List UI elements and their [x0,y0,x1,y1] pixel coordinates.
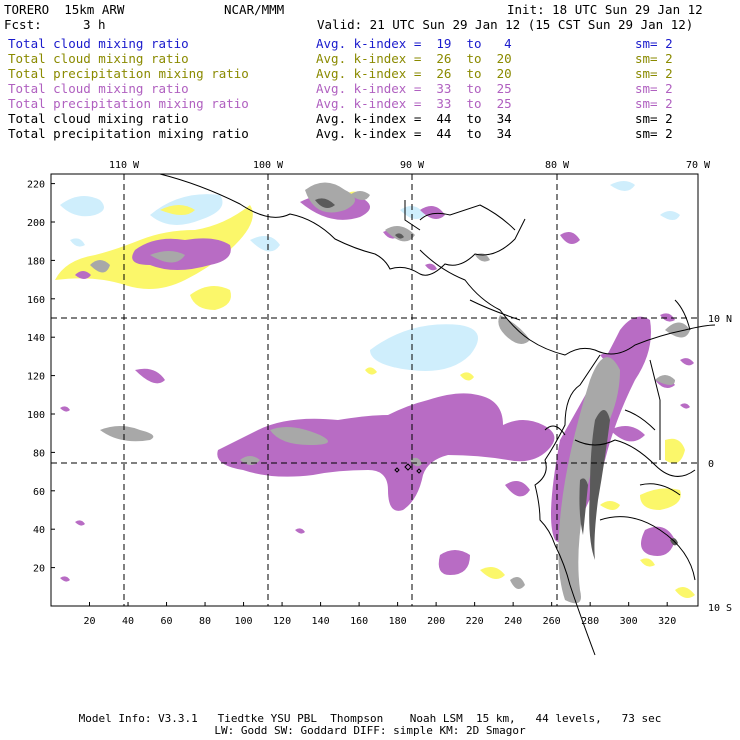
longitude-label: 110 W [109,160,140,171]
x-tick-label: 200 [427,616,445,627]
legend-kindex: Avg. k-index = 44 to 34 [316,111,512,126]
x-tick-label: 100 [235,616,253,627]
legend-kindex: Avg. k-index = 19 to 4 [316,36,512,51]
legend-kindex: Avg. k-index = 44 to 34 [316,126,512,141]
y-tick-label: 20 [33,564,45,575]
cloud-field-layer [55,181,695,604]
y-tick-label: 180 [27,256,45,267]
legend-kindex: Avg. k-index = 26 to 20 [316,51,512,66]
x-tick-label: 40 [122,616,134,627]
y-tick-label: 160 [27,295,45,306]
forecast-value: 3 h [83,17,106,32]
x-tick-label: 180 [389,616,407,627]
legend-field: Total precipitation mixing ratio [8,126,249,141]
legend-row: Total cloud mixing ratio [8,81,189,96]
latitude-label: 10 N [708,314,732,325]
x-tick-label: 140 [312,616,330,627]
x-tick-label: 300 [620,616,638,627]
model-info-line: Model Info: V3.3.1 Tiedtke YSU PBL Thomp… [78,712,662,725]
latitude-label: 0 [708,459,714,470]
x-tick-label: 120 [273,616,291,627]
longitude-label: 80 W [545,160,570,171]
longitude-label: 100 W [253,160,284,171]
legend-field: Total cloud mixing ratio [8,36,189,51]
map-frame [50,173,699,607]
legend-sm: sm= 2 [635,66,673,81]
x-tick-label: 80 [199,616,211,627]
legend-sm: sm= 2 [635,51,673,66]
forecast-label: Fcst: [4,17,42,32]
longitude-label: 90 W [400,160,425,171]
x-tick-label: 60 [161,616,173,627]
legend-kindex: Avg. k-index = 33 to 25 [316,81,512,96]
x-tick-label: 320 [658,616,676,627]
y-tick-label: 40 [33,525,45,536]
x-tick-label: 20 [83,616,95,627]
x-tick-label: 240 [504,616,522,627]
legend-kindex: Avg. k-index = 33 to 25 [316,96,512,111]
y-tick-label: 60 [33,487,45,498]
model-physics-line: LW: Godd SW: Goddard DIFF: simple KM: 2D… [214,724,526,737]
longitude-label: 70 W [686,160,711,171]
legend-field: Total cloud mixing ratio [8,81,189,96]
legend-kindex: Avg. k-index = 26 to 20 [316,66,512,81]
legend-row: Total cloud mixing ratio [8,51,189,66]
latlon-grid [51,174,698,606]
y-tick-label: 140 [27,333,45,344]
legend-row: Total cloud mixing ratio [8,36,189,51]
axis-ticks [51,183,668,606]
axis-labels: 20 40 60 80 100 120 140 160 180 200 220 240 260 280 30… [27,160,732,627]
legend-sm: sm= 2 [635,81,673,96]
legend-sm: sm= 2 [635,111,673,126]
legend-field: Total cloud mixing ratio [8,111,189,126]
legend-row: Total cloud mixing ratio [8,111,189,126]
x-tick-label: 160 [350,616,368,627]
valid-time: Valid: 21 UTC Sun 29 Jan 12 (15 CST Sun … [317,17,694,32]
y-tick-label: 220 [27,180,45,191]
center-label: NCAR/MMM [224,2,285,17]
legend-field: Total precipitation mixing ratio [8,66,249,81]
y-tick-label: 120 [27,372,45,383]
init-time: Init: 18 UTC Sun 29 Jan 12 [507,2,703,17]
y-tick-label: 100 [27,410,45,421]
legend-field: Total cloud mixing ratio [8,51,189,66]
legend-row: Total precipitation mixing ratio [8,126,249,141]
legend-field: Total precipitation mixing ratio [8,96,249,111]
x-tick-label: 280 [581,616,599,627]
model-title: TORERO 15km ARW [4,2,125,17]
legend-sm: sm= 2 [635,36,673,51]
legend-row: Total precipitation mixing ratio [8,66,249,81]
x-tick-label: 260 [543,616,561,627]
y-tick-label: 200 [27,218,45,229]
legend-sm: sm= 2 [635,96,673,111]
y-tick-label: 80 [33,448,45,459]
x-tick-label: 220 [466,616,484,627]
legend-row: Total precipitation mixing ratio [8,96,249,111]
latitude-label: 10 S [708,603,732,614]
coastline [159,173,716,656]
legend-sm: sm= 2 [635,126,673,141]
